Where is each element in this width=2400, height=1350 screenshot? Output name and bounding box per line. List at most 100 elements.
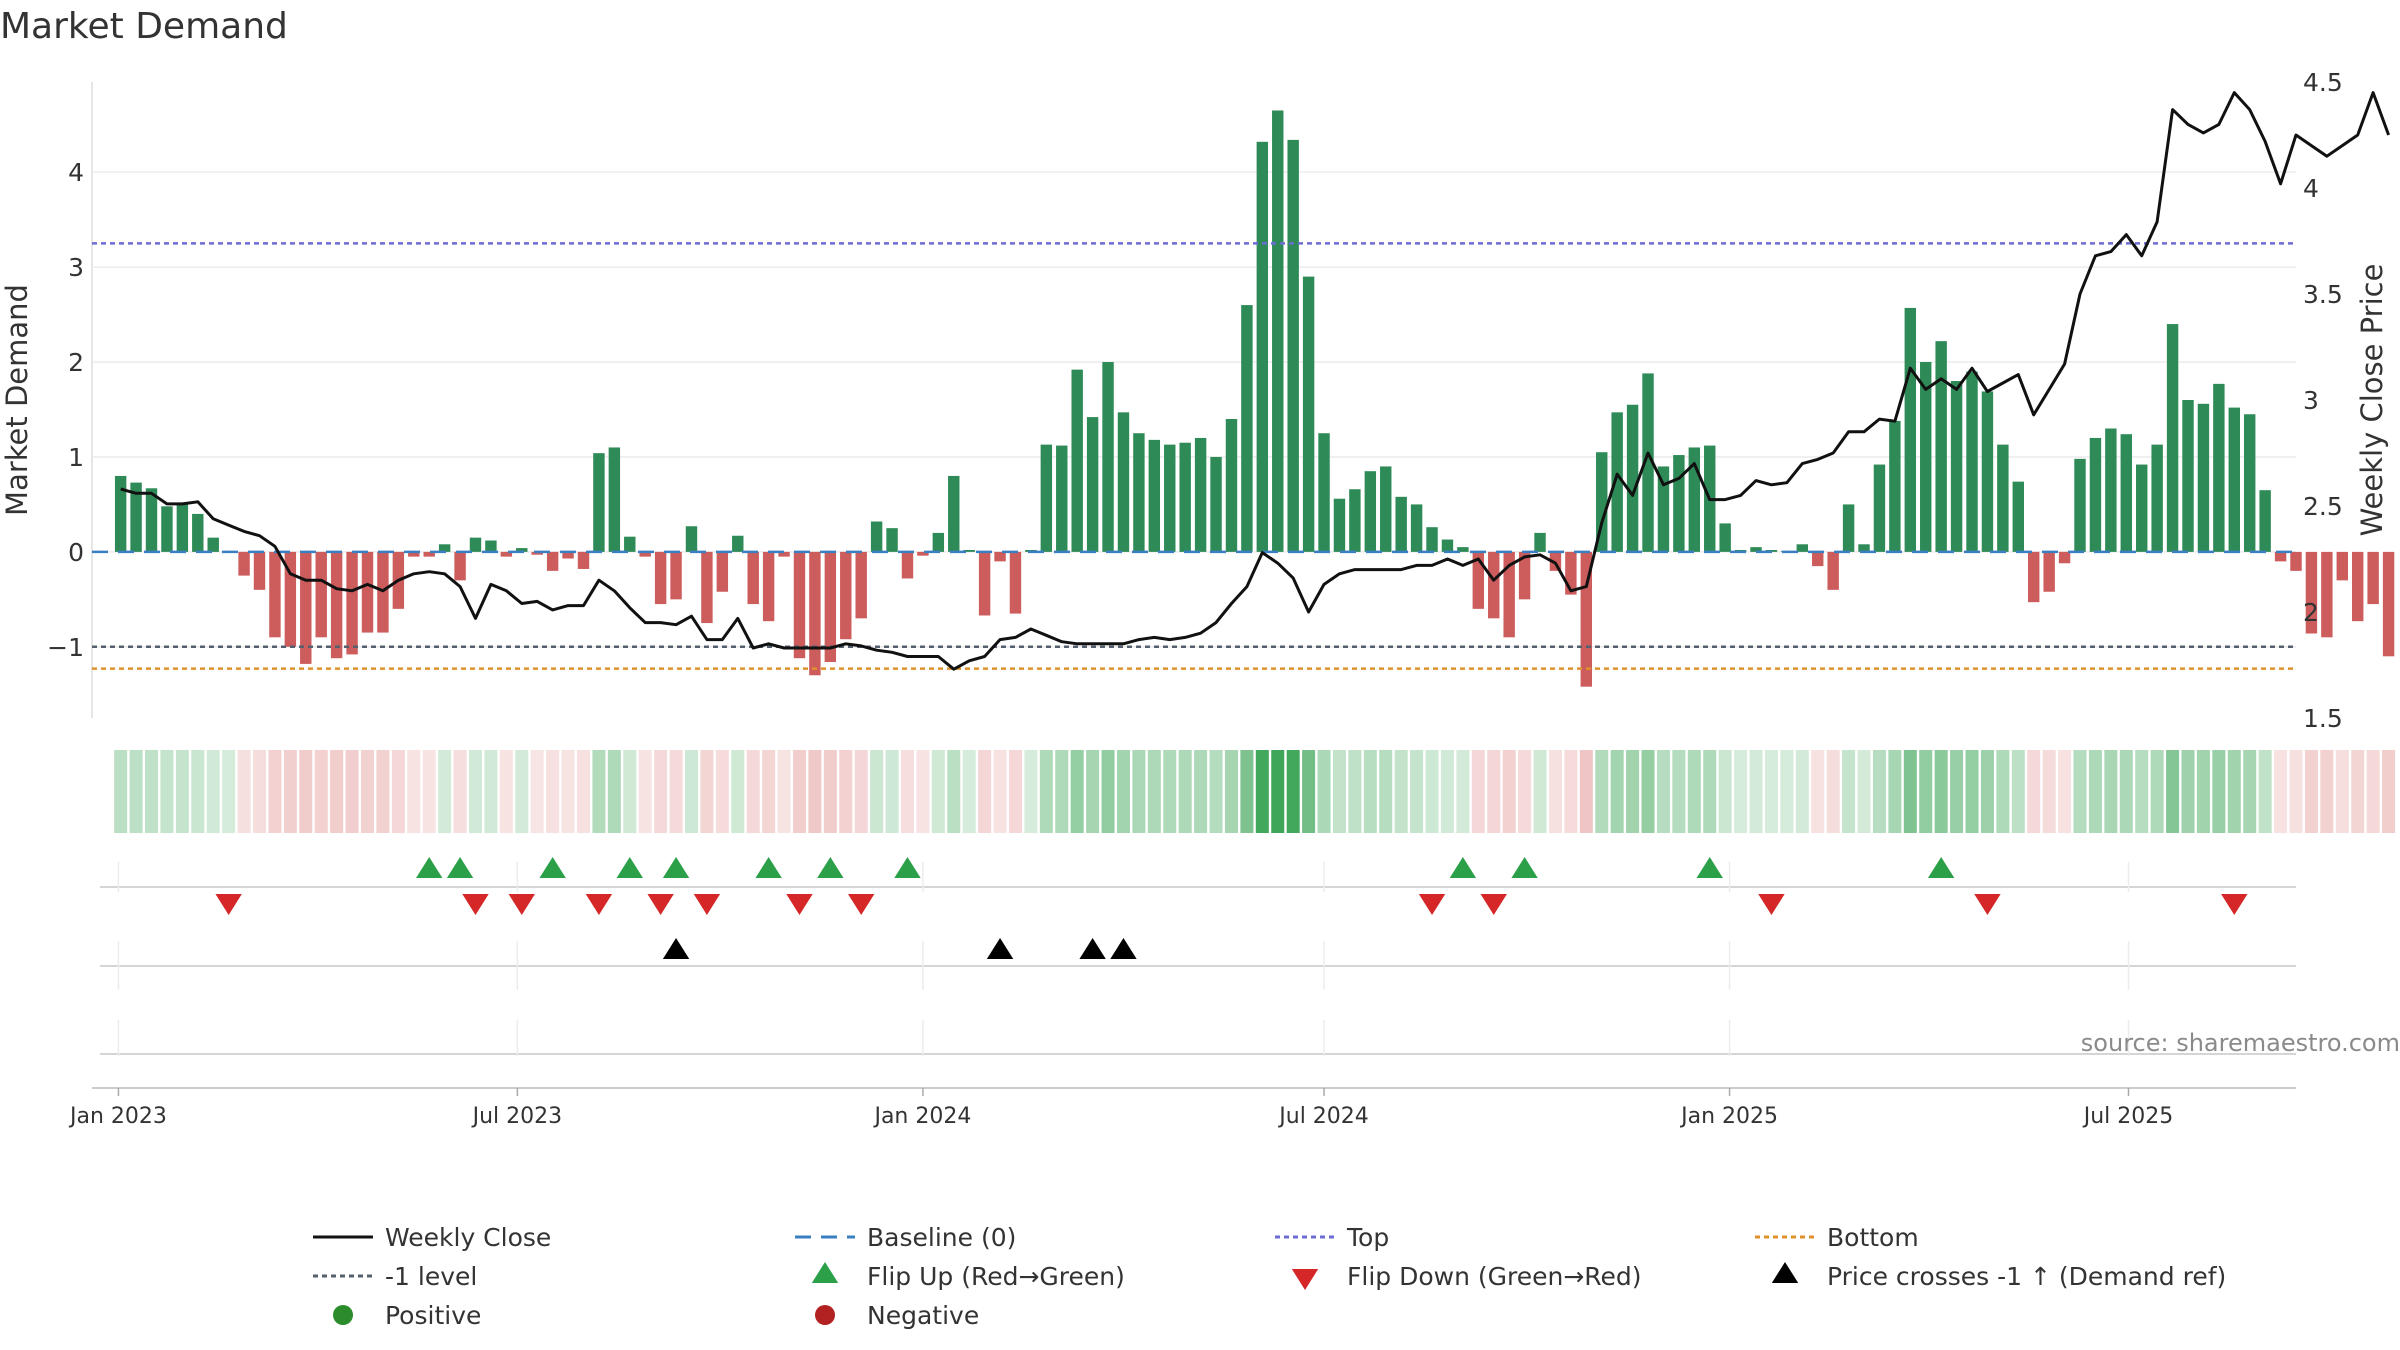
demand-bar-positive xyxy=(1534,532,1546,552)
heat-cell-positive xyxy=(1116,750,1130,833)
demand-bar-negative xyxy=(330,551,343,659)
heat-cell-positive xyxy=(438,750,452,833)
heat-cell-negative xyxy=(2382,750,2396,833)
heat-cell-positive xyxy=(885,750,899,833)
price-cross-marker xyxy=(1110,938,1137,959)
cross-markers xyxy=(662,938,1137,959)
heat-cell-positive xyxy=(1626,750,1640,833)
heat-cell-negative xyxy=(530,750,544,833)
x-tick-label: Jul 2025 xyxy=(2082,1104,2174,1129)
cross-marker-panel xyxy=(100,938,2296,990)
demand-bar-negative xyxy=(2274,551,2287,562)
demand-bar-positive xyxy=(870,521,883,552)
legend-label: Negative xyxy=(867,1301,979,1330)
heat-cell-negative xyxy=(2027,750,2041,833)
demand-bar-negative xyxy=(2336,551,2348,581)
legend-label: Top xyxy=(1346,1223,1389,1252)
demand-bar-negative xyxy=(1549,551,1562,571)
heat-cell-positive xyxy=(2258,750,2272,833)
heat-cell-positive xyxy=(1224,750,1238,833)
x-tick-label: Jan 2025 xyxy=(1679,1104,1778,1129)
demand-bar-positive xyxy=(963,549,975,552)
heat-cell-negative xyxy=(1008,750,1022,833)
heat-cell-negative xyxy=(1487,750,1501,833)
heat-cell-negative xyxy=(2304,750,2318,833)
demand-bar-negative xyxy=(1812,551,1824,567)
demand-bar-positive xyxy=(1596,452,1608,552)
demand-bar-negative xyxy=(716,551,729,592)
flip-up-marker xyxy=(446,857,474,878)
demand-bar-negative xyxy=(2367,551,2379,605)
heat-cell-positive xyxy=(1255,750,1269,833)
heat-cell-positive xyxy=(160,750,174,833)
right-axis-label: Weekly Close Price xyxy=(2355,264,2389,537)
right-tick-label: 3 xyxy=(2303,386,2319,415)
heat-cell-positive xyxy=(1780,750,1794,833)
heat-cell-positive xyxy=(1795,750,1809,833)
demand-bar-positive xyxy=(1302,276,1315,552)
flip-up-marker xyxy=(539,857,566,878)
heat-cell-negative xyxy=(792,750,806,833)
demand-bar-negative xyxy=(423,551,435,557)
heat-cell-positive xyxy=(1039,750,1053,833)
heat-cell-positive xyxy=(1209,750,1223,833)
right-tick-label: 3.5 xyxy=(2303,280,2343,309)
heat-cell-negative xyxy=(2320,750,2334,833)
demand-bar-positive xyxy=(192,513,204,552)
demand-bar-positive xyxy=(130,482,142,552)
demand-bar-negative xyxy=(500,551,513,557)
demand-bar-positive xyxy=(1056,445,1068,552)
heat-cell-negative xyxy=(1548,750,1562,833)
heat-cell-negative xyxy=(654,750,668,833)
heat-cell-positive xyxy=(1332,750,1346,833)
demand-bar-positive xyxy=(1858,544,1870,552)
demand-bar-positive xyxy=(1981,391,1994,552)
demand-bar-positive xyxy=(2120,434,2133,552)
x-tick-label: Jul 2024 xyxy=(1277,1104,1369,1129)
left-tick-label: 0 xyxy=(68,538,84,567)
heat-cell-positive xyxy=(1178,750,1192,833)
demand-bar-positive xyxy=(176,504,189,552)
flip-down-marker xyxy=(508,894,535,915)
demand-bar-positive xyxy=(485,540,497,552)
left-axis-ticks: −1 0 1 2 3 4 xyxy=(47,158,84,662)
flip-down-marker xyxy=(462,894,489,915)
demand-bars xyxy=(114,110,2395,687)
heat-cell-positive xyxy=(222,750,236,833)
heat-cell-negative xyxy=(823,750,837,833)
heat-cell-positive xyxy=(1348,750,1362,833)
demand-bar-positive xyxy=(1719,523,1731,552)
heat-cell-negative xyxy=(314,750,328,833)
heat-cell-positive xyxy=(1163,750,1177,833)
heat-cell-negative xyxy=(638,750,652,833)
heat-cell-negative xyxy=(252,750,267,833)
legend-swatch-triangle-up xyxy=(1771,1262,1799,1283)
heat-cell-positive xyxy=(2011,750,2025,833)
heat-cell-positive xyxy=(468,750,483,833)
heat-cell-negative xyxy=(1811,750,1825,833)
demand-bar-positive xyxy=(2012,481,2025,552)
demand-bar-positive xyxy=(1904,307,1917,552)
heat-cell-negative xyxy=(283,750,297,833)
heat-cell-positive xyxy=(1888,750,1902,833)
heat-cell-negative xyxy=(422,750,436,833)
heat-cell-negative xyxy=(777,750,791,833)
demand-bar-negative xyxy=(2305,551,2318,634)
demand-bar-positive xyxy=(161,506,173,552)
heat-cell-positive xyxy=(1595,750,1609,833)
demand-bar-positive xyxy=(1318,433,1330,552)
heat-cell-positive xyxy=(1410,750,1424,833)
demand-bar-positive xyxy=(1241,305,1253,552)
heat-cell-negative xyxy=(546,750,560,833)
heat-cell-positive xyxy=(931,750,945,833)
bottom-panel: Jan 2023 Jul 2023 Jan 2024 Jul 2024 Jan 2025… xyxy=(68,1020,2400,1129)
flip-up-marker xyxy=(894,857,921,878)
demand-bar-positive xyxy=(1333,498,1346,552)
flip-down-marker xyxy=(1974,894,2001,915)
legend-swatch-triangle-up xyxy=(811,1262,839,1283)
heat-cell-positive xyxy=(1842,750,1856,833)
heat-cell-positive xyxy=(1718,750,1732,833)
heat-cell-positive xyxy=(1440,750,1454,833)
demand-bar-positive xyxy=(1441,539,1454,552)
